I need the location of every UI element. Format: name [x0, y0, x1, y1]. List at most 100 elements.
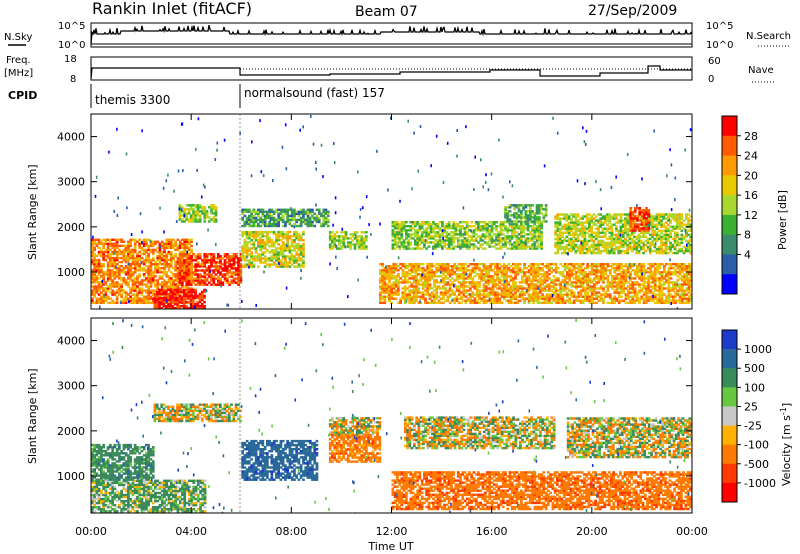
echo-cell	[104, 297, 108, 300]
echo-cell	[102, 287, 105, 290]
echo-cell	[147, 248, 150, 252]
echo-cell	[136, 263, 139, 266]
echo-cell	[194, 206, 198, 209]
echo-cell	[672, 287, 675, 290]
echo-cell	[615, 289, 619, 292]
echo-cell	[317, 210, 321, 213]
echo-cell	[509, 285, 513, 288]
echo-cell	[407, 243, 410, 246]
echo-cell	[111, 293, 114, 296]
echo-cell	[434, 243, 437, 246]
echo-cell	[203, 294, 206, 298]
echo-cell	[136, 281, 139, 284]
echo-cell	[685, 297, 689, 300]
echo-cell	[221, 281, 225, 284]
echo-cell	[272, 253, 276, 256]
echo-cell	[644, 301, 648, 304]
echo-cell	[479, 237, 483, 240]
echo-cell	[561, 279, 565, 282]
echo-cell	[102, 273, 105, 276]
echo-cell	[397, 283, 400, 286]
echo-cell	[586, 263, 589, 266]
echo-cell	[198, 279, 202, 282]
echo-cell	[252, 241, 256, 244]
echo-cell	[463, 245, 467, 248]
echo-cell	[545, 301, 549, 304]
echo-cell	[163, 265, 166, 268]
echo-cell	[106, 265, 110, 268]
echo-cell	[133, 258, 137, 262]
echo-cell	[252, 222, 256, 226]
echo-cell	[392, 275, 396, 278]
echo-cell	[109, 260, 112, 264]
echo-cell	[497, 247, 501, 250]
echo-cell	[147, 273, 150, 276]
echo-cell	[391, 233, 395, 236]
echo-cell	[497, 241, 501, 244]
echo-cell	[122, 258, 126, 262]
echo-cell	[441, 241, 444, 244]
echo-cell	[113, 301, 117, 304]
echo-cell	[606, 295, 610, 298]
echo-cell	[232, 253, 236, 256]
echo-cell	[190, 281, 193, 284]
echo-cell	[419, 275, 423, 278]
echo-cell	[436, 245, 440, 248]
echo-cell	[633, 271, 637, 274]
echo-cell	[572, 293, 576, 296]
echo-cell	[523, 297, 526, 300]
echo-cell	[629, 287, 632, 290]
echo-cell	[212, 283, 216, 286]
echo-cell	[223, 265, 227, 268]
echo-cell	[527, 297, 531, 300]
echo-cell	[358, 247, 361, 250]
echo-cell	[439, 287, 443, 290]
echo-cell	[302, 210, 305, 213]
echo-cell	[486, 229, 489, 232]
echo-cell	[579, 267, 583, 270]
echo-cell	[393, 231, 397, 234]
echo-cell	[198, 257, 202, 260]
echo-cell	[442, 301, 445, 304]
echo-cell	[176, 248, 180, 252]
echo-cell	[690, 297, 692, 300]
echo-cell	[120, 240, 123, 243]
echo-cell	[259, 255, 262, 258]
echo-cell	[595, 297, 598, 300]
echo-cell	[554, 293, 558, 296]
echo-cell	[113, 283, 117, 286]
echo-cell	[455, 273, 459, 276]
echo-cell	[451, 291, 454, 294]
echo-cell	[302, 247, 305, 250]
echo-cell	[201, 261, 204, 264]
echo-cell	[441, 247, 444, 250]
echo-cell	[527, 265, 531, 268]
echo-cell	[507, 269, 511, 272]
echo-cell	[383, 285, 387, 288]
echo-cell	[124, 265, 128, 268]
echo-cell	[203, 263, 207, 266]
echo-cell	[290, 214, 294, 218]
echo-cell	[187, 255, 191, 258]
echo-cell	[214, 206, 218, 209]
echo-cell	[502, 271, 506, 274]
echo-cell	[187, 307, 191, 309]
echo-cell	[428, 279, 432, 282]
echo-cell	[498, 297, 502, 300]
echo-cell	[293, 222, 296, 226]
echo-cell	[217, 269, 220, 272]
echo-cell	[266, 259, 269, 262]
echo-cell	[295, 257, 298, 260]
echo-cell	[293, 208, 296, 211]
echo-cell	[685, 301, 689, 304]
echo-cell	[398, 237, 401, 240]
echo-cell	[109, 277, 112, 280]
echo-cell	[288, 247, 292, 250]
echo-cell	[617, 277, 621, 280]
echo-cell	[243, 247, 247, 250]
echo-cell	[430, 299, 434, 302]
echo-cell	[286, 237, 289, 240]
echo-cell	[136, 295, 139, 298]
echo-cell	[566, 283, 569, 286]
echo-cell	[606, 279, 610, 282]
